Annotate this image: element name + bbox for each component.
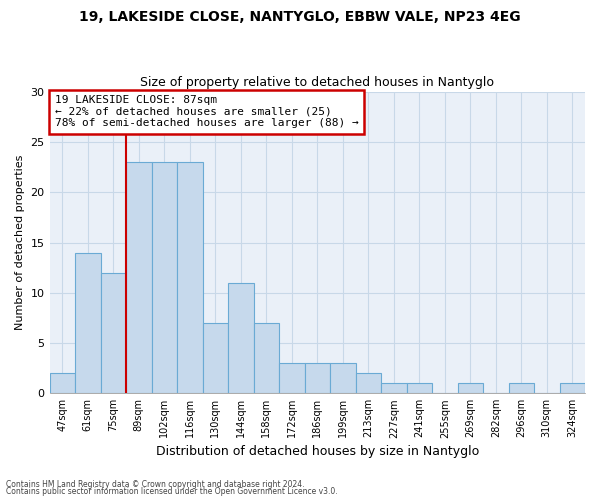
Bar bbox=[407, 383, 432, 393]
Bar bbox=[75, 252, 101, 393]
Bar bbox=[458, 383, 483, 393]
Bar bbox=[560, 383, 585, 393]
Text: 19, LAKESIDE CLOSE, NANTYGLO, EBBW VALE, NP23 4EG: 19, LAKESIDE CLOSE, NANTYGLO, EBBW VALE,… bbox=[79, 10, 521, 24]
Title: Size of property relative to detached houses in Nantyglo: Size of property relative to detached ho… bbox=[140, 76, 494, 90]
Bar bbox=[126, 162, 152, 393]
Bar bbox=[254, 323, 279, 393]
Bar bbox=[228, 283, 254, 393]
Bar bbox=[305, 363, 330, 393]
Y-axis label: Number of detached properties: Number of detached properties bbox=[15, 155, 25, 330]
Bar bbox=[50, 373, 75, 393]
Text: Contains public sector information licensed under the Open Government Licence v3: Contains public sector information licen… bbox=[6, 487, 338, 496]
Text: Contains HM Land Registry data © Crown copyright and database right 2024.: Contains HM Land Registry data © Crown c… bbox=[6, 480, 305, 489]
Bar bbox=[152, 162, 177, 393]
Bar bbox=[509, 383, 534, 393]
Bar bbox=[279, 363, 305, 393]
Text: 19 LAKESIDE CLOSE: 87sqm
← 22% of detached houses are smaller (25)
78% of semi-d: 19 LAKESIDE CLOSE: 87sqm ← 22% of detach… bbox=[55, 95, 359, 128]
Bar bbox=[203, 323, 228, 393]
Bar bbox=[356, 373, 381, 393]
Bar bbox=[381, 383, 407, 393]
X-axis label: Distribution of detached houses by size in Nantyglo: Distribution of detached houses by size … bbox=[155, 444, 479, 458]
Bar bbox=[101, 272, 126, 393]
Bar bbox=[177, 162, 203, 393]
Bar bbox=[330, 363, 356, 393]
